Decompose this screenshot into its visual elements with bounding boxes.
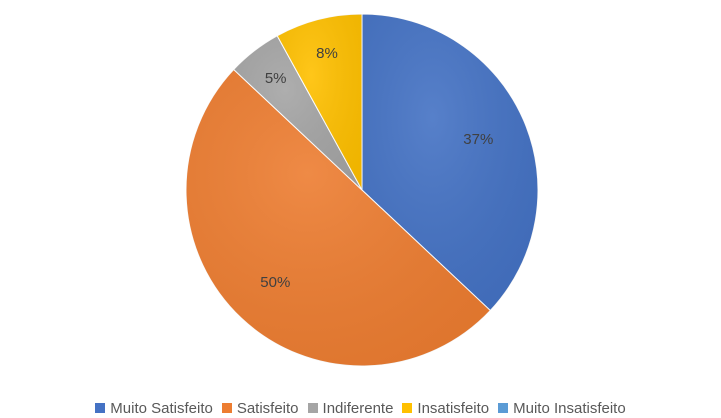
legend-label-insatisfeito: Insatisfeito [417, 399, 490, 417]
data-label-muito-satisfeito: 37% [463, 131, 493, 148]
legend-swatch-muito-insatisfeito [498, 403, 509, 413]
data-label-indiferente: 5% [265, 70, 287, 87]
legend-label-muito-insatisfeito: Muito Insatisfeito [513, 399, 626, 417]
data-label-insatisfeito: 8% [316, 45, 338, 62]
legend-swatch-satisfeito [221, 403, 232, 413]
legend-item-muito-satisfeito: Muito Satisfeito [95, 400, 213, 417]
legend-label-satisfeito: Satisfeito [236, 399, 299, 417]
legend-swatch-insatisfeito [402, 403, 413, 413]
legend-item-satisfeito: Satisfeito [221, 399, 299, 417]
legend-label-indiferente: Indiferente [322, 399, 394, 417]
legend-label-muito-satisfeito: Muito Satisfeito [110, 399, 213, 417]
legend: Muito Satisfeito Satisfeito Indiferente Ins… [0, 398, 721, 418]
legend-item-muito-insatisfeito: Muito Insatisfeito [498, 400, 626, 417]
pie-plot-area: 37% 50% 5% 8% [185, 13, 539, 367]
legend-item-indiferente: Indiferente [307, 399, 394, 417]
legend-swatch-indiferente [307, 403, 318, 413]
data-label-satisfeito: 50% [260, 274, 290, 291]
legend-swatch-muito-satisfeito [95, 403, 106, 413]
legend-item-insatisfeito: Insatisfeito [402, 400, 489, 417]
